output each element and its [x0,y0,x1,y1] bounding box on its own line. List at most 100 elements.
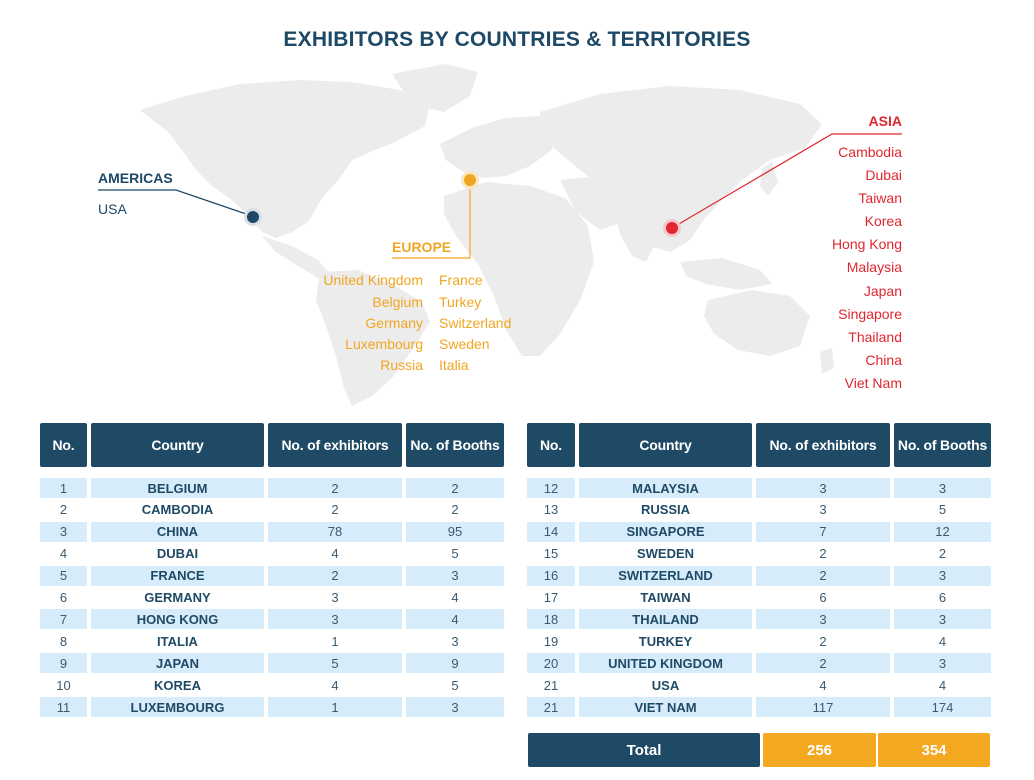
row-country: TURKEY [638,633,693,649]
europe-item: United Kingdom [323,272,423,288]
row-exhibitors: 3 [756,609,890,630]
asia-item: Cambodia [838,144,902,160]
asia-landmass [540,86,822,252]
row-number: 4 [59,546,68,562]
row-number: 15 [543,546,559,562]
north-america-landmass [140,80,430,238]
row-booths: 5 [938,502,947,518]
africa-landmass [444,182,594,356]
europe-item: Turkey [439,294,482,310]
row-number: 1 [40,478,87,498]
americas-leader-line [98,189,253,217]
row-number: 11 [40,697,87,717]
row-exhibitors: 3 [756,478,890,498]
row-exhibitors: 1 [331,633,339,649]
japan-landmass [760,162,778,196]
world-map [98,64,902,406]
asia-item: Singapore [838,306,902,322]
row-booths: 4 [406,609,504,630]
row-country: CAMBODIA [141,502,214,518]
row-exhibitors: 4 [819,677,827,693]
asia-item: Korea [864,213,902,229]
row-booths: 4 [938,677,947,693]
asia-heading: ASIA [868,113,902,129]
row-booths: 3 [451,633,459,649]
greenland-landmass [392,64,478,112]
column-header-no: No. [527,423,575,467]
europe-item: Germany [365,315,423,331]
row-country: LUXEMBOURG [91,697,264,717]
row-country: TAIWAN [640,590,691,605]
column-header-country: Country [579,423,752,467]
row-booths: 95 [406,521,504,542]
row-number: 20 [527,653,575,674]
row-number: 13 [543,502,559,518]
row-exhibitors: 4 [331,677,339,693]
row-booths: 3 [406,697,504,717]
row-number: 14 [527,521,575,542]
europe-item: Russia [380,357,423,373]
asia-item: Dubai [865,167,902,183]
central-america-landmass [262,236,330,278]
column-header-booths: No. of Booths [406,423,504,467]
row-exhibitors: 117 [756,697,890,717]
row-booths: 2 [406,478,504,498]
americas-item: USA [98,201,127,217]
row-number: 9 [40,653,87,674]
row-country: FRANCE [91,565,264,586]
row-country: SINGAPORE [579,521,752,542]
row-country: SWEDEN [636,546,695,562]
row-booths: 6 [938,590,947,605]
row-country: THAILAND [579,609,752,630]
asia-item: Japan [863,283,902,299]
column-header-country: Country [91,423,264,467]
row-exhibitors: 3 [268,609,402,630]
row-exhibitors: 1 [268,697,402,717]
europe-item: Italia [439,357,469,373]
row-booths: 3 [894,653,991,674]
row-booths: 3 [894,478,991,498]
row-number: 17 [543,590,559,605]
row-country: ITALIA [157,633,198,649]
row-booths: 4 [938,633,947,649]
row-booths: 4 [451,590,459,605]
row-exhibitors: 2 [756,565,890,586]
row-booths: 2 [451,502,459,518]
column-header-exhibitors: No. of exhibitors [756,423,890,467]
row-booths: 2 [938,546,947,562]
south-america-landmass [316,270,430,406]
row-booths: 12 [894,521,991,542]
row-exhibitors: 2 [268,565,402,586]
europe-item: Belgium [372,294,423,310]
row-exhibitors: 7 [756,521,890,542]
row-exhibitors: 4 [331,546,339,562]
row-number: 16 [527,565,575,586]
row-booths: 9 [406,653,504,674]
australia-landmass [704,290,810,356]
asia-item: Viet Nam [844,375,902,391]
row-exhibitors: 5 [268,653,402,674]
row-country: JAPAN [91,653,264,674]
row-number: 8 [59,633,68,649]
row-number: 10 [56,677,71,693]
row-country: BELGIUM [91,478,264,498]
row-country: MALAYSIA [579,478,752,498]
row-booths: 3 [894,565,991,586]
row-country: VIET NAM [579,697,752,717]
row-country: SWITZERLAND [579,565,752,586]
row-number: 18 [527,609,575,630]
row-exhibitors: 3 [331,590,339,605]
row-exhibitors: 2 [756,653,890,674]
row-number: 6 [59,590,68,605]
row-exhibitors: 2 [819,546,827,562]
row-country: GERMANY [144,590,211,605]
row-country: UNITED KINGDOM [579,653,752,674]
europe-item: Switzerland [439,315,512,331]
row-country: RUSSIA [640,502,691,518]
europe-item: France [439,272,483,288]
page-title: EXHIBITORS BY COUNTRIES & TERRITORIES [283,28,751,51]
row-number: 5 [40,565,87,586]
row-booths: 5 [451,546,459,562]
row-country: HONG KONG [91,609,264,630]
row-number: 21 [543,677,559,693]
